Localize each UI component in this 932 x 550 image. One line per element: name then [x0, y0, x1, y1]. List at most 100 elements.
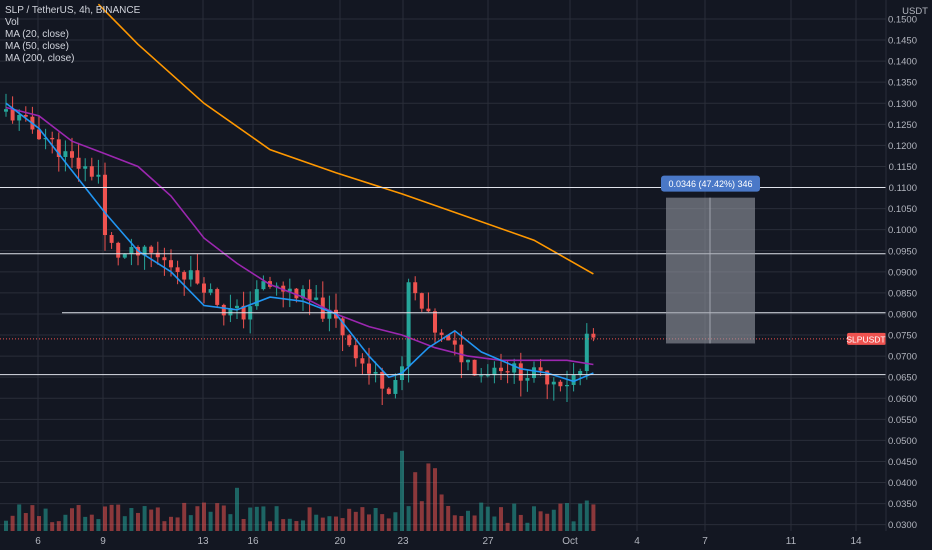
indicator-ma50[interactable]: MA (50, close) [5, 41, 69, 52]
volume-bar [195, 506, 200, 531]
volume-bar [393, 512, 398, 531]
chart-legend: SLP / TetherUS, 4h, BINANCE Vol MA (20, … [5, 5, 140, 65]
candle-body [235, 305, 239, 309]
moving-averages [5, 3, 594, 383]
candle-body [472, 359, 477, 376]
volume-bar [406, 506, 411, 531]
candle-body [433, 311, 437, 333]
candle-body [50, 137, 55, 140]
x-tick-label: 6 [35, 536, 41, 547]
candle-body [63, 151, 68, 157]
x-tick-label: 11 [786, 536, 797, 547]
candle-body [571, 375, 576, 385]
candle-body [499, 367, 503, 372]
y-tick-label: 0.0550 [888, 415, 917, 426]
x-tick-label: 13 [197, 536, 209, 547]
candle-body [386, 388, 391, 394]
candle-body [439, 332, 444, 335]
y-tick-label: 0.1000 [888, 225, 917, 236]
symbol-tag [847, 332, 886, 345]
x-tick-label: 27 [482, 536, 494, 547]
candle-body [17, 115, 22, 121]
volume-bar [10, 515, 15, 531]
volume-bar [525, 522, 530, 531]
volume-bar [380, 514, 385, 531]
indicator-ma200[interactable]: MA (200, close) [5, 53, 75, 64]
volume-bar [76, 505, 81, 531]
candle-body [254, 289, 259, 307]
candle-body [76, 157, 81, 169]
candle-body [294, 288, 299, 299]
measure-box[interactable] [666, 197, 755, 344]
candle-body [525, 378, 530, 381]
candle-body [37, 129, 41, 140]
volume-bar [63, 514, 68, 531]
indicator-ma20[interactable]: MA (20, close) [5, 29, 69, 40]
volume-bar [327, 516, 332, 531]
indicator-vol[interactable]: Vol [5, 17, 19, 28]
y-tick-label: 0.0400 [888, 478, 917, 489]
candle-body [340, 318, 345, 336]
candle-body [162, 257, 167, 261]
candle-body [492, 367, 497, 376]
volume-bar [505, 522, 510, 531]
candle-body [380, 371, 385, 389]
y-tick-label: 0.1050 [888, 204, 917, 215]
price-axis[interactable]: 0.0300 0.0350 0.0400 0.0450 0.0500 0.0550 0.06… [885, 0, 932, 550]
currency-label: USDT [902, 6, 928, 17]
volume-bar [136, 512, 140, 531]
candle-body [43, 137, 48, 140]
candle-body [287, 288, 292, 292]
candle-body [188, 270, 193, 280]
candle-body [103, 174, 107, 236]
volume-bar [512, 503, 517, 531]
candle-body [459, 344, 464, 363]
candle-body [452, 340, 457, 345]
y-tick-label: 0.0700 [888, 352, 917, 363]
symbol-title[interactable]: SLP / TetherUS, 4h, BINANCE [5, 5, 141, 16]
volume-bar [96, 519, 101, 531]
candle-body [221, 304, 226, 316]
volume-bar [103, 506, 107, 531]
volume-bar [261, 506, 266, 531]
candle-body [347, 335, 352, 346]
volume-bar [301, 520, 305, 531]
candle-body [83, 166, 88, 169]
candle-body [578, 370, 583, 376]
x-tick-label: 14 [850, 536, 862, 547]
volume-bar [83, 516, 88, 531]
volume-bar [4, 520, 8, 531]
x-tick-label: 20 [334, 536, 346, 547]
volume-bar [466, 510, 470, 531]
y-tick-label: 0.1450 [888, 36, 917, 47]
volume-bar [287, 518, 292, 531]
y-tick-label: 0.0900 [888, 267, 917, 278]
volume-bar [50, 522, 55, 531]
volume-bar [472, 515, 477, 531]
candle-body [538, 367, 543, 371]
volume-bar [268, 521, 272, 531]
x-tick-label: 4 [634, 536, 640, 547]
symbol-tag-label: SLPUSDT [846, 334, 885, 344]
volume-bar [353, 511, 358, 531]
measure-tool[interactable]: 0.0346 (47.42%) 346 [661, 175, 760, 344]
candle-body [307, 289, 312, 300]
x-tick-label: 16 [247, 536, 259, 547]
candle-body [367, 363, 371, 374]
volume-bar [89, 514, 94, 531]
candle-body [149, 246, 154, 253]
volume-bar [433, 468, 437, 531]
volume-bar [400, 450, 404, 531]
candle-body [373, 371, 378, 374]
time-axis-bg [0, 531, 886, 550]
volume-bar [116, 504, 121, 531]
time-axis[interactable]: 6 9 13 16 20 23 27 Oct 4 7 11 14 [0, 531, 886, 550]
volume-bar [446, 505, 451, 531]
candle-body [512, 363, 517, 373]
candle-body [56, 139, 61, 157]
candle-body [545, 370, 550, 385]
candle-body [116, 242, 121, 258]
volume-bar [294, 521, 299, 531]
